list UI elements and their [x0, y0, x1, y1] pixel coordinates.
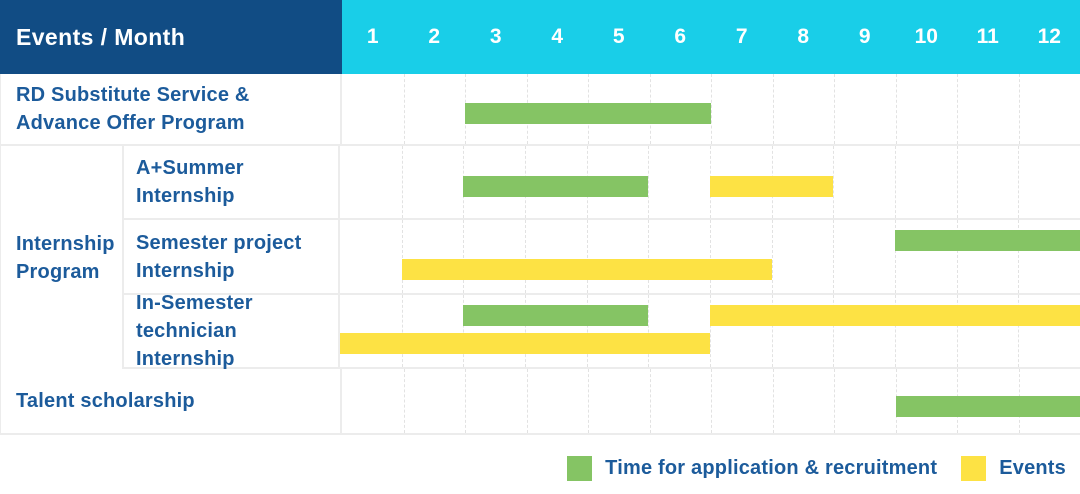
row-label-semester-project: Semester project Internship — [124, 220, 340, 293]
month-gridline — [1018, 220, 1020, 293]
row-talent-scholarship: Talent scholarship — [1, 369, 1080, 435]
month-grid-talent-scholarship — [342, 369, 1080, 433]
month-gridline — [956, 146, 958, 218]
row-rd-substitute: RD Substitute Service & Advance Offer Pr… — [1, 74, 1080, 146]
month-gridline — [649, 369, 651, 433]
legend-label-events: Events — [999, 457, 1066, 479]
month-header-cell-2: 2 — [428, 25, 441, 48]
month-gridline — [648, 146, 650, 218]
month-gridline — [586, 220, 588, 293]
month-header-cell-7: 7 — [735, 25, 748, 48]
group-internship-program: Internship Program A+Summer Internship S… — [1, 146, 1080, 370]
month-gridline — [771, 220, 773, 293]
green-swatch-icon — [567, 456, 593, 481]
month-grid-a-plus-summer — [340, 146, 1080, 218]
month-gridline — [711, 74, 712, 144]
month-header-cell-6: 6 — [674, 25, 687, 48]
group-subrows: A+Summer Internship Semester project Int… — [124, 146, 1080, 370]
month-gridline — [710, 295, 711, 367]
row-semester-project: Semester project Internship — [124, 220, 1080, 295]
month-header-cell-12: 12 — [1037, 25, 1061, 48]
month-gridline — [525, 295, 526, 367]
month-gridline — [895, 146, 896, 218]
row-label-rd-substitute: RD Substitute Service & Advance Offer Pr… — [1, 74, 342, 144]
month-header-cell-5: 5 — [612, 25, 625, 48]
month-gridline — [463, 220, 465, 293]
events-month-header-cell: Events / Month — [0, 0, 342, 74]
legend-item-recruitment: Time for application & recruitment — [567, 456, 937, 481]
month-gridline — [956, 295, 958, 367]
row-a-plus-summer: A+Summer Internship — [124, 146, 1080, 220]
month-gridline — [588, 369, 589, 433]
month-gridline — [771, 295, 773, 367]
month-gridline — [711, 369, 712, 433]
row-in-semester-technician: In-Semester technician Internship — [124, 292, 1080, 370]
month-gridline — [401, 295, 403, 367]
month-grid-rd-substitute — [342, 74, 1080, 144]
month-header-cell-8: 8 — [797, 25, 810, 48]
month-gridline — [526, 369, 528, 433]
month-gridline — [895, 295, 896, 367]
gantt-bar-event — [710, 176, 834, 198]
group-label-internship-program: Internship Program — [1, 146, 124, 369]
legend-item-events: Events — [961, 456, 1066, 481]
month-gridline — [401, 220, 403, 293]
month-grid-semester-project — [340, 220, 1080, 293]
month-gridline — [772, 369, 774, 433]
month-gridline — [833, 146, 835, 218]
month-header: 1 2 3 4 5 6 7 8 9 10 11 12 — [342, 0, 1080, 74]
month-gridline — [833, 220, 835, 293]
month-gridline — [957, 74, 958, 144]
month-gridline — [772, 74, 774, 144]
month-gridline — [895, 74, 897, 144]
gantt-bar-recruitment — [465, 103, 711, 125]
month-header-cell-4: 4 — [551, 25, 564, 48]
table-header-row: Events / Month 1 2 3 4 5 6 7 8 9 10 11 12 — [0, 0, 1080, 74]
month-gridline — [465, 369, 466, 433]
gantt-bar-recruitment — [463, 176, 649, 198]
gantt-bar-recruitment — [463, 305, 649, 327]
month-gridline — [403, 369, 405, 433]
month-gridline — [525, 220, 526, 293]
month-gridline — [834, 369, 835, 433]
month-header-cell-9: 9 — [858, 25, 871, 48]
month-gridline — [1018, 74, 1020, 144]
month-gridline — [833, 295, 835, 367]
row-label-talent-scholarship: Talent scholarship — [1, 369, 342, 433]
row-label-a-plus-summer: A+Summer Internship — [124, 146, 340, 218]
gantt-bar-event — [340, 333, 710, 355]
month-header-cell-10: 10 — [914, 25, 938, 48]
month-gridline — [463, 295, 465, 367]
month-gridline — [895, 220, 896, 293]
yellow-swatch-icon — [961, 456, 987, 481]
legend-label-recruitment: Time for application & recruitment — [605, 457, 938, 479]
gantt-bar-recruitment — [895, 395, 1080, 417]
month-header-cell-3: 3 — [489, 25, 502, 48]
month-gridline — [403, 74, 405, 144]
gantt-bar-recruitment — [895, 230, 1080, 252]
month-gridline — [1018, 295, 1020, 367]
table-body: RD Substitute Service & Advance Offer Pr… — [0, 74, 1080, 435]
month-gridline — [1018, 146, 1020, 218]
month-gridline — [586, 295, 588, 367]
month-gridline — [710, 220, 711, 293]
month-gridline — [956, 220, 958, 293]
row-label-in-semester-technician: In-Semester technician Internship — [124, 292, 340, 370]
gantt-bar-event — [401, 258, 772, 280]
month-gridline — [401, 146, 403, 218]
gantt-bar-event — [710, 305, 1080, 327]
month-header-cell-1: 1 — [366, 25, 379, 48]
month-gridline — [648, 295, 650, 367]
legend: Time for application & recruitment Event… — [567, 456, 1066, 481]
month-gridline — [834, 74, 835, 144]
month-gridline — [648, 220, 650, 293]
month-header-cell-11: 11 — [976, 25, 999, 48]
month-grid-in-semester-technician — [340, 295, 1080, 367]
